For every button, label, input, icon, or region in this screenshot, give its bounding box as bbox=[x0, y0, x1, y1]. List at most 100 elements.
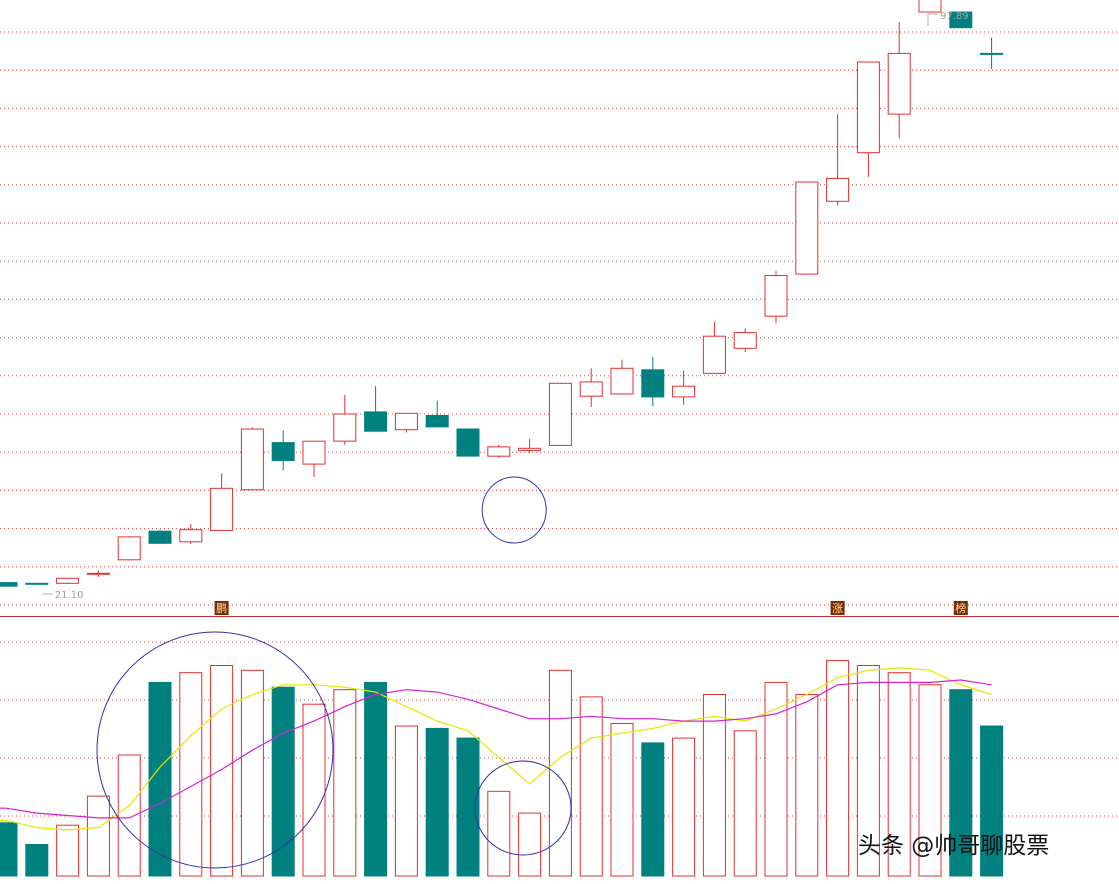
candle-body bbox=[394, 412, 418, 431]
candle bbox=[487, 444, 511, 458]
volume-bar bbox=[25, 844, 49, 877]
candle-body bbox=[333, 413, 357, 442]
candle-body bbox=[86, 572, 110, 575]
volume-bar bbox=[425, 727, 449, 877]
candle bbox=[271, 430, 295, 471]
candle-body bbox=[456, 428, 480, 457]
candle bbox=[425, 400, 449, 428]
candle-body bbox=[364, 411, 388, 432]
volume-bar bbox=[702, 694, 726, 877]
candle bbox=[826, 114, 850, 206]
candle-body bbox=[733, 332, 757, 349]
candle bbox=[918, 0, 942, 13]
event-marker: 鹏 bbox=[214, 601, 229, 615]
candle bbox=[733, 328, 757, 352]
candle bbox=[548, 382, 572, 446]
candle bbox=[579, 368, 603, 407]
candle bbox=[887, 21, 911, 139]
volume-bar bbox=[641, 742, 665, 877]
candle bbox=[240, 427, 264, 491]
event-marker: 榜 bbox=[953, 601, 968, 615]
candle-body bbox=[271, 442, 295, 462]
volume-bar bbox=[487, 790, 511, 877]
volume-bar bbox=[56, 824, 80, 877]
event-marker-label: 鹏 bbox=[216, 602, 227, 615]
volume-bar bbox=[949, 689, 973, 877]
candle-body bbox=[179, 529, 203, 543]
volume-bar bbox=[856, 665, 880, 877]
candle bbox=[949, 11, 973, 29]
candle-body bbox=[548, 382, 572, 446]
highlight-circle-volume-large bbox=[96, 631, 334, 869]
candle bbox=[394, 412, 418, 433]
event-markers: 鹏涨榜 bbox=[214, 601, 968, 615]
volume-bar bbox=[86, 795, 110, 877]
volume-bar bbox=[456, 737, 480, 877]
candle-body bbox=[302, 440, 326, 465]
candle bbox=[148, 529, 172, 545]
candle bbox=[980, 37, 1004, 70]
event-marker-label: 榜 bbox=[955, 601, 966, 615]
high-marker-label: 97.89 bbox=[940, 11, 969, 22]
volume-bar bbox=[764, 681, 788, 877]
volume-bar bbox=[271, 686, 295, 877]
candle-body bbox=[240, 428, 264, 491]
candle-body bbox=[949, 11, 973, 29]
watermark: 头条 @帅哥聊股票 bbox=[858, 833, 1050, 859]
candle-body bbox=[764, 275, 788, 317]
volume-bar bbox=[117, 754, 141, 877]
candle bbox=[117, 536, 141, 561]
candle-body bbox=[25, 582, 49, 585]
highlight-circle-price bbox=[481, 476, 547, 544]
volume-bar bbox=[887, 672, 911, 877]
volume-bar bbox=[610, 723, 634, 877]
candle-body bbox=[918, 0, 942, 13]
volume-bar bbox=[302, 703, 326, 877]
event-marker-label: 涨 bbox=[832, 602, 843, 615]
volume-bar bbox=[179, 672, 203, 877]
candle-body bbox=[0, 582, 18, 587]
volume-bar bbox=[733, 730, 757, 877]
candle bbox=[210, 473, 234, 531]
candle bbox=[302, 440, 326, 477]
volume-bar bbox=[980, 725, 1004, 877]
candle-body bbox=[887, 52, 911, 115]
price-gridlines bbox=[0, 31, 1119, 606]
volume-bar bbox=[210, 665, 234, 877]
candle bbox=[518, 439, 542, 453]
event-marker-box bbox=[953, 601, 968, 615]
highlight-circle-volume-small bbox=[474, 760, 572, 856]
low-marker-label: 21.10 bbox=[55, 590, 84, 601]
volume-ma-line-2 bbox=[0, 679, 992, 819]
price-annotations: 97.89 21.10 bbox=[42, 11, 969, 601]
volume-bar bbox=[518, 812, 542, 877]
candle-body bbox=[487, 446, 511, 457]
volume-bar bbox=[240, 669, 264, 877]
candle bbox=[672, 370, 696, 405]
candle-body bbox=[579, 381, 603, 397]
candle bbox=[610, 359, 634, 395]
candle bbox=[856, 61, 880, 177]
candle bbox=[764, 270, 788, 324]
candle-body bbox=[210, 487, 234, 531]
event-marker: 涨 bbox=[830, 601, 845, 615]
candle bbox=[456, 428, 480, 457]
candle-body bbox=[980, 52, 1004, 55]
volume-bar bbox=[918, 684, 942, 877]
candlestick-series bbox=[0, 0, 1004, 587]
moving-average-lines bbox=[0, 667, 992, 831]
candle-body bbox=[610, 367, 634, 395]
candle-body bbox=[826, 177, 850, 202]
volume-bar bbox=[795, 694, 819, 877]
candle bbox=[179, 524, 203, 545]
candle-body bbox=[641, 369, 665, 398]
candle bbox=[25, 582, 49, 585]
candle bbox=[86, 570, 110, 577]
event-marker-box bbox=[214, 601, 229, 615]
candle-body bbox=[795, 181, 819, 275]
candle bbox=[333, 394, 357, 445]
volume-bar bbox=[826, 660, 850, 877]
volume-bar bbox=[548, 669, 572, 877]
